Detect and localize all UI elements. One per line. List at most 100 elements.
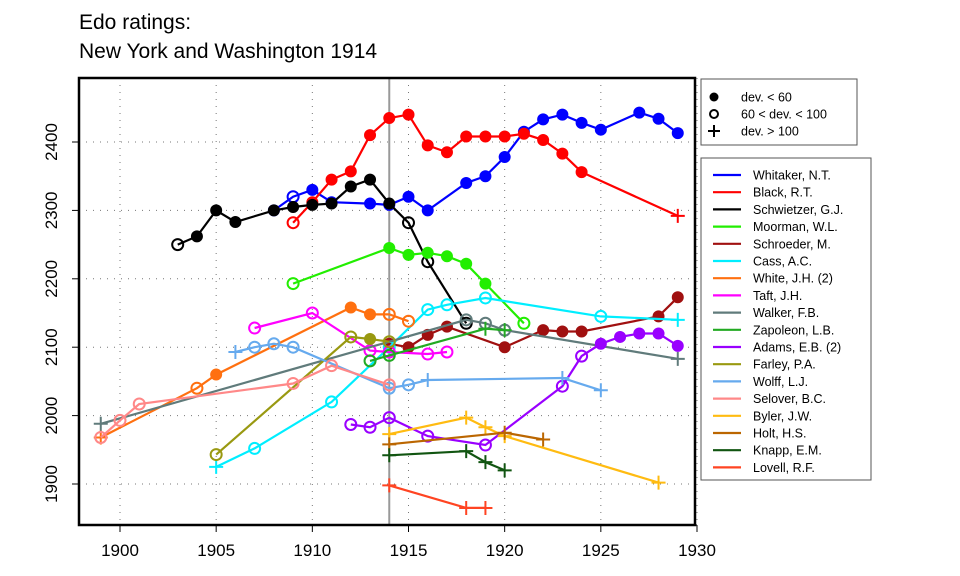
y-tick-label: 2400	[42, 123, 61, 161]
data-point-open	[363, 354, 377, 368]
series-group	[93, 106, 685, 515]
series-line	[369, 327, 505, 362]
series-legend-entry: Holt, H.S.	[713, 427, 807, 441]
data-point-open	[132, 397, 146, 411]
series-line	[215, 296, 678, 468]
series-legend-label: Byler, J.W.	[753, 409, 812, 423]
series-schwietzer-g-j	[171, 173, 473, 330]
data-point-open	[575, 349, 589, 363]
x-tick-label: 1915	[390, 541, 428, 560]
marker-legend-entry: 60 < dev. < 100	[709, 108, 827, 122]
marker-legend-label: 60 < dev. < 100	[741, 108, 827, 122]
data-point-plus	[93, 416, 108, 431]
data-point-plus	[459, 444, 474, 459]
data-point-open	[286, 216, 300, 230]
series-legend-entry: Knapp, E.M.	[713, 444, 822, 458]
data-point-open	[344, 330, 358, 344]
data-point-open	[440, 298, 454, 312]
series-legend-box	[700, 157, 872, 481]
data-point-open	[402, 216, 415, 230]
marker-legend-entry: dev. > 100	[708, 125, 799, 139]
marker-legend-box	[700, 78, 858, 146]
series-legend-entry: Cass, A.C.	[713, 255, 812, 269]
data-point-open	[248, 441, 262, 455]
data-point-plus	[670, 351, 685, 366]
data-point-open	[94, 430, 108, 444]
plus-icon	[708, 125, 720, 137]
data-point-plus	[382, 448, 397, 463]
data-point-filled	[460, 130, 473, 143]
data-point-open	[382, 307, 396, 321]
data-point-filled	[671, 339, 684, 352]
data-point-open	[382, 335, 396, 349]
series-legend-label: Schwietzer, G.J.	[753, 203, 843, 217]
data-point-filled	[364, 332, 377, 345]
series-moorman-w-l	[286, 242, 531, 330]
series-line	[273, 111, 679, 212]
chart-title: Edo ratings:	[79, 11, 191, 34]
marker-legend: dev. < 60 60 < dev. < 100 dev. > 100	[700, 78, 858, 146]
data-point-filled	[383, 112, 396, 125]
data-point-filled	[306, 198, 319, 211]
data-point-filled	[575, 166, 588, 179]
data-point-plus	[478, 321, 493, 336]
series-legend-entry: Taft, J.H.	[713, 289, 802, 303]
data-point-plus	[209, 459, 224, 474]
data-point-open	[171, 238, 185, 252]
series-legend-label: Walker, F.B.	[753, 306, 819, 320]
series-zapoleon-l-b	[363, 321, 512, 368]
data-point-open	[421, 303, 435, 317]
data-point-filled	[556, 108, 569, 121]
series-legend-entry: Schroeder, M.	[713, 237, 831, 251]
data-point-plus	[228, 344, 243, 359]
open-circle-icon	[709, 109, 719, 119]
data-point-filled	[517, 127, 530, 140]
data-point-open	[459, 313, 473, 327]
data-point-filled	[364, 197, 377, 210]
data-point-plus	[382, 478, 397, 493]
series-line	[254, 311, 448, 356]
data-point-filled	[537, 113, 550, 126]
data-point-filled	[421, 246, 434, 259]
data-point-filled	[210, 204, 223, 217]
marker-legend-label: dev. < 60	[741, 91, 792, 105]
data-point-filled	[402, 248, 415, 261]
data-point-filled	[306, 183, 319, 196]
grid	[79, 78, 698, 525]
data-point-filled	[671, 291, 684, 304]
data-point-plus	[497, 425, 512, 440]
data-point-open	[286, 376, 300, 390]
data-point-filled	[421, 139, 434, 152]
series-black-r-t	[286, 108, 685, 230]
data-point-open	[440, 345, 454, 359]
series-legend-label: Wolff, L.J.	[753, 375, 808, 389]
data-point-filled	[652, 310, 665, 323]
series-legend-label: Whitaker, N.T.	[753, 169, 831, 183]
data-point-open	[190, 381, 204, 395]
data-point-open	[421, 347, 435, 361]
series-legend-entry: Selover, B.C.	[713, 392, 826, 406]
data-point-open	[248, 340, 262, 354]
data-point-plus	[478, 455, 493, 470]
series-legend-entry: Zapoleon, L.B.	[713, 323, 834, 337]
data-point-filled	[460, 257, 473, 270]
series-legend-label: Selover, B.C.	[753, 392, 826, 406]
data-point-filled	[594, 123, 607, 136]
series-line	[388, 484, 486, 509]
y-tick-label: 2100	[42, 328, 61, 366]
data-point-plus	[459, 500, 474, 515]
data-point-open	[286, 340, 300, 354]
data-point-open	[344, 417, 358, 431]
series-cass-a-c	[209, 291, 685, 474]
x-tick-label: 1930	[678, 541, 716, 560]
data-point-filled	[671, 127, 684, 140]
data-point-filled	[229, 216, 242, 229]
data-point-plus	[459, 410, 474, 425]
series-legend-label: Holt, H.S.	[753, 427, 807, 441]
data-point-open	[382, 378, 396, 392]
data-point-filled	[575, 116, 588, 129]
x-tick-label: 1905	[197, 541, 235, 560]
series-legend-label: Taft, J.H.	[753, 289, 802, 303]
data-point-open	[421, 429, 435, 443]
